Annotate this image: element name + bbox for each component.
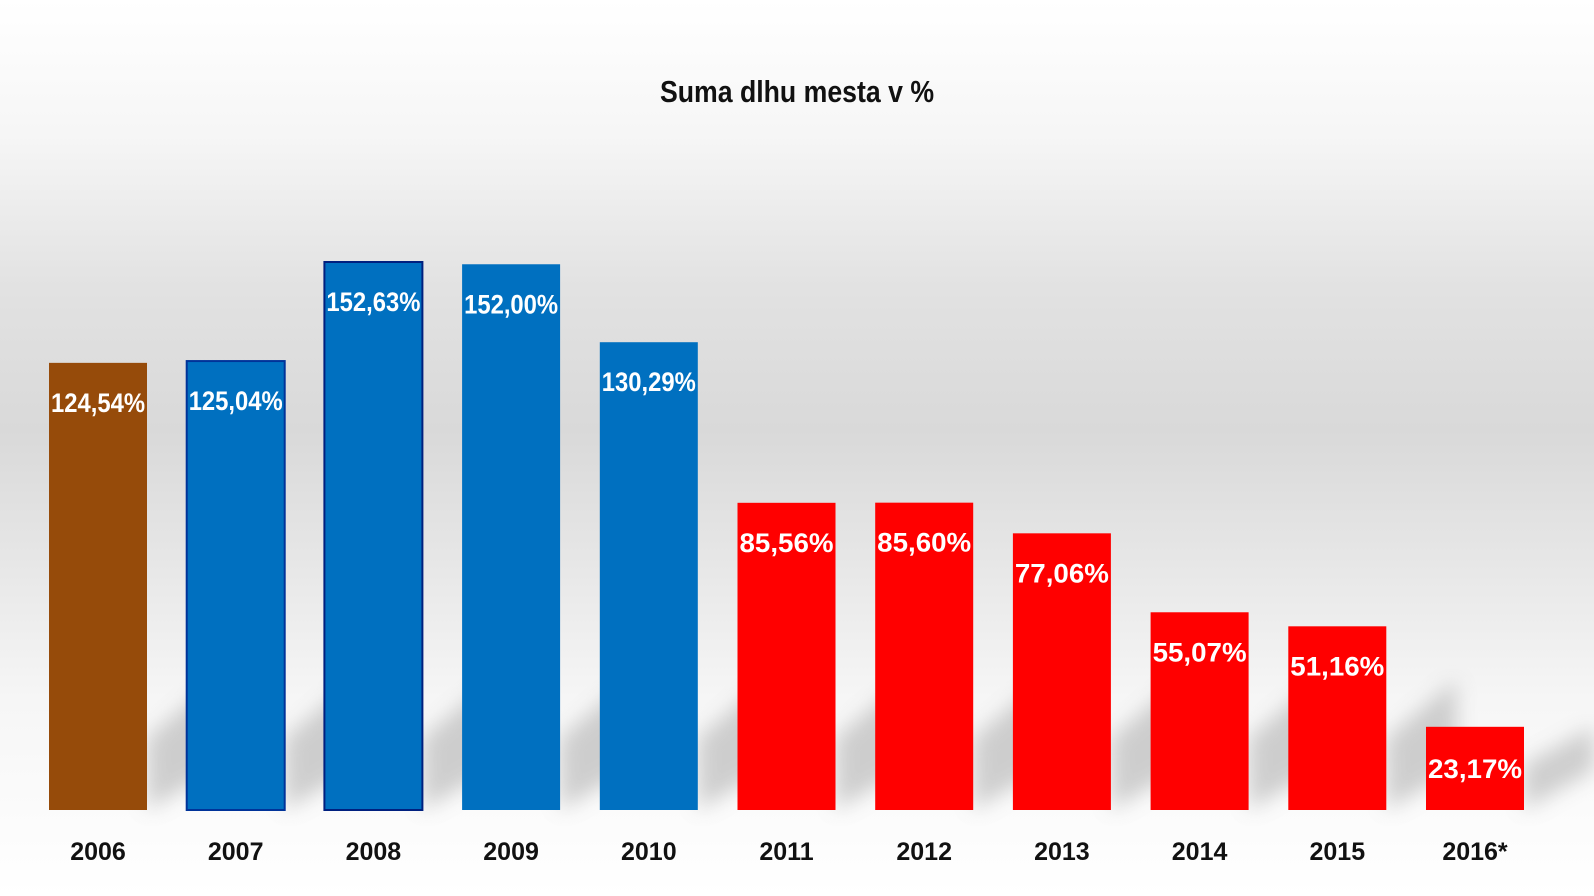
bar-value-label: 152,63% (326, 287, 420, 317)
x-tick-label: 2016* (1442, 838, 1508, 866)
bar-2014 (1150, 612, 1249, 810)
chart-title: Suma dlhu mesta v % (659, 74, 935, 109)
bar-value-label: 152,00% (464, 289, 558, 319)
bar-value-label: 124,54% (51, 388, 145, 418)
bar-2013 (1012, 533, 1111, 810)
bar-value-label: 23,17% (1428, 754, 1522, 784)
x-tick-label: 2011 (759, 838, 813, 866)
x-tick-label: 2014 (1172, 838, 1228, 866)
x-tick-label: 2009 (483, 838, 539, 866)
bar-value-label: 125,04% (189, 386, 283, 416)
bar-value-label: 77,06% (1015, 558, 1109, 588)
bar-2010 (599, 342, 698, 810)
bar-2016-star (1426, 726, 1524, 810)
x-tick-label: 2013 (1034, 838, 1090, 866)
x-tick-label: 2012 (896, 838, 952, 866)
bar-2007 (185, 360, 286, 811)
bars-group (49, 261, 1524, 811)
bar-2015 (1288, 626, 1387, 810)
bar-value-label: 55,07% (1153, 637, 1247, 667)
x-tick-label: 2010 (621, 838, 677, 866)
x-tick-label: 2007 (208, 838, 264, 866)
x-tick-labels-group: 2006 2007 2008 2009 2010 2011 2012 2013 2014 2015… (70, 838, 1508, 866)
bar-2006 (49, 362, 147, 810)
bar-2008 (323, 261, 424, 811)
bar-value-label: 85,60% (877, 528, 971, 558)
bar-value-label: 51,16% (1290, 651, 1384, 681)
x-tick-label: 2015 (1309, 838, 1365, 866)
bar-2012 (875, 502, 974, 810)
x-tick-label: 2006 (70, 838, 126, 866)
bar-shadow (1524, 726, 1594, 810)
x-tick-label: 2008 (346, 838, 402, 866)
value-labels-group: 124,54% 125,04% 152,63% 152,00% 130,29% 85,56… (51, 287, 1522, 784)
bar-2009 (462, 264, 561, 810)
bar-value-label: 85,56% (740, 528, 834, 558)
bar-value-label: 130,29% (602, 367, 696, 397)
bar-2011 (737, 502, 836, 810)
